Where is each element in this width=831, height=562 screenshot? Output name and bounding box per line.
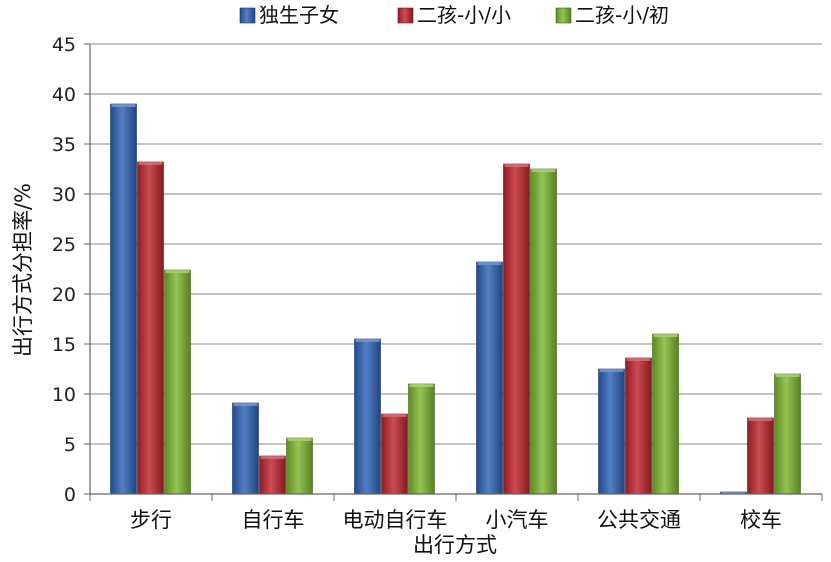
y-tick-label: 20 (52, 284, 76, 306)
x-category-label: 公共交通 (597, 508, 681, 532)
y-tick-label: 45 (52, 34, 76, 56)
bar-highlight (165, 270, 190, 273)
bar-highlight (599, 369, 624, 372)
gridlines (90, 43, 822, 495)
legend-item: 二孩-小/小 (397, 3, 511, 27)
legend-swatch (397, 7, 414, 24)
bar (259, 455, 286, 495)
bar (774, 373, 801, 495)
bar-highlight (260, 456, 285, 459)
bar (232, 402, 259, 495)
bar-highlight (138, 162, 163, 165)
bars (110, 103, 801, 495)
bar (164, 269, 191, 495)
bar (530, 168, 557, 495)
y-tick-label: 5 (64, 434, 76, 456)
bar-highlight (721, 492, 746, 494)
legend: 独生子女 二孩-小/小 二孩-小/初 (239, 3, 669, 27)
y-tick-label: 15 (52, 334, 76, 356)
legend-item: 二孩-小/初 (555, 3, 669, 27)
y-tick-labels: 0 5 10 15 20 25 30 35 40 45 (52, 34, 76, 506)
bar-highlight (653, 334, 678, 337)
bar-highlight (775, 374, 800, 377)
bar (652, 333, 679, 495)
bar-highlight (531, 169, 556, 172)
axes (84, 43, 823, 501)
bar (354, 338, 381, 495)
y-tick-label: 40 (52, 84, 76, 106)
y-tick-label: 35 (52, 134, 76, 156)
y-tick-label: 30 (52, 184, 76, 206)
bar-highlight (233, 403, 258, 406)
bar-highlight (355, 339, 380, 342)
bar (625, 357, 652, 495)
legend-swatch (555, 7, 572, 24)
bar-highlight (504, 164, 529, 167)
x-axis-title: 出行方式 (413, 533, 497, 557)
legend-label: 独生子女 (259, 3, 339, 27)
bar (408, 383, 435, 495)
bar-highlight (477, 262, 502, 265)
legend-label: 二孩-小/小 (417, 3, 511, 27)
bar-highlight (409, 384, 434, 387)
bar (110, 103, 137, 495)
y-tick-label: 10 (52, 384, 76, 406)
y-axis-title: 出行方式分担率/% (11, 183, 35, 357)
y-tick-label: 0 (64, 484, 76, 506)
legend-label: 二孩-小/初 (575, 3, 669, 27)
bar-highlight (287, 438, 312, 441)
bar (381, 413, 408, 495)
x-category-labels: 步行 自行车 电动自行车 小汽车 公共交通 校车 (130, 508, 782, 532)
bar (598, 368, 625, 495)
bar-highlight (111, 104, 136, 107)
x-category-label: 校车 (740, 508, 782, 532)
y-tick-label: 25 (52, 234, 76, 256)
x-category-label: 小汽车 (486, 508, 549, 532)
legend-item: 独生子女 (239, 3, 339, 27)
legend-swatch (239, 7, 256, 24)
bar-highlight (626, 358, 651, 361)
x-category-label: 步行 (130, 508, 172, 532)
bar (137, 161, 164, 495)
bar (476, 261, 503, 495)
bar-highlight (748, 418, 773, 421)
bar (503, 163, 530, 495)
bar (286, 437, 313, 495)
bar (747, 417, 774, 495)
x-category-label: 电动自行车 (343, 508, 448, 532)
x-category-label: 自行车 (242, 508, 305, 532)
bar-highlight (382, 414, 407, 417)
